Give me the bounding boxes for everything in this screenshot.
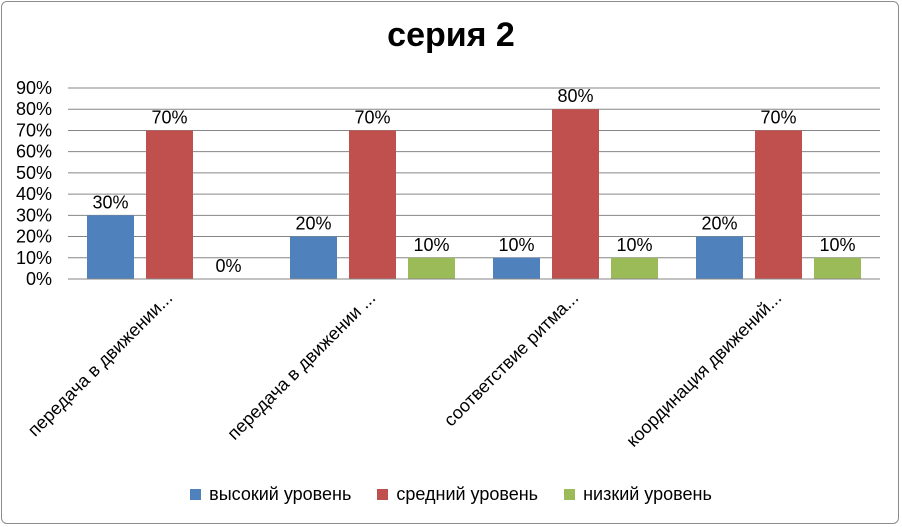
- y-tick-label: 20%: [16, 227, 52, 247]
- bar: [290, 236, 337, 279]
- bar: [552, 109, 599, 279]
- bar: [408, 257, 455, 279]
- legend-item-medium: средний уровень: [377, 484, 538, 505]
- y-tick-label: 10%: [16, 248, 52, 268]
- bar: [611, 257, 658, 279]
- y-tick-label: 30%: [16, 205, 52, 225]
- x-category-label: соответствие ритма...: [440, 288, 582, 430]
- bar: [755, 130, 802, 279]
- legend-swatch-high: [190, 489, 202, 500]
- data-label: 10%: [498, 235, 534, 255]
- y-tick-label: 90%: [16, 78, 52, 98]
- x-category-label: передача в движении ...: [223, 288, 379, 444]
- data-label: 10%: [413, 235, 449, 255]
- data-label: 70%: [354, 107, 390, 127]
- y-tick-label: 40%: [16, 184, 52, 204]
- legend-item-high: высокий уровень: [190, 484, 351, 505]
- legend-item-low: низкий уровень: [564, 484, 712, 505]
- bar: [493, 257, 540, 279]
- y-tick-label: 80%: [16, 99, 52, 119]
- legend-label-low: низкий уровень: [583, 484, 712, 504]
- data-label: 70%: [151, 107, 187, 127]
- legend-label-medium: средний уровень: [396, 484, 539, 504]
- y-tick-label: 70%: [16, 120, 52, 140]
- data-label: 80%: [557, 86, 593, 106]
- y-tick-label: 60%: [16, 142, 52, 162]
- data-label: 70%: [760, 107, 796, 127]
- bar: [146, 130, 193, 279]
- legend-swatch-low: [564, 489, 576, 500]
- data-label: 30%: [92, 192, 128, 212]
- bar: [814, 257, 861, 279]
- bar: [349, 130, 396, 279]
- data-label: 10%: [616, 235, 652, 255]
- y-tick-label: 0%: [26, 269, 52, 289]
- data-label: 10%: [819, 235, 855, 255]
- data-label: 20%: [295, 214, 331, 234]
- x-category-label: передача в движении...: [24, 288, 177, 441]
- bar: [696, 236, 743, 279]
- legend-swatch-medium: [377, 489, 389, 500]
- data-label: 20%: [701, 214, 737, 234]
- data-label: 0%: [215, 256, 241, 276]
- x-category-label: координация движений...: [622, 288, 785, 451]
- legend: высокий уровень средний уровень низкий у…: [0, 484, 902, 505]
- chart-title: серия 2: [387, 16, 515, 54]
- legend-label-high: высокий уровень: [209, 484, 352, 504]
- y-tick-label: 50%: [16, 163, 52, 183]
- bar: [87, 215, 134, 279]
